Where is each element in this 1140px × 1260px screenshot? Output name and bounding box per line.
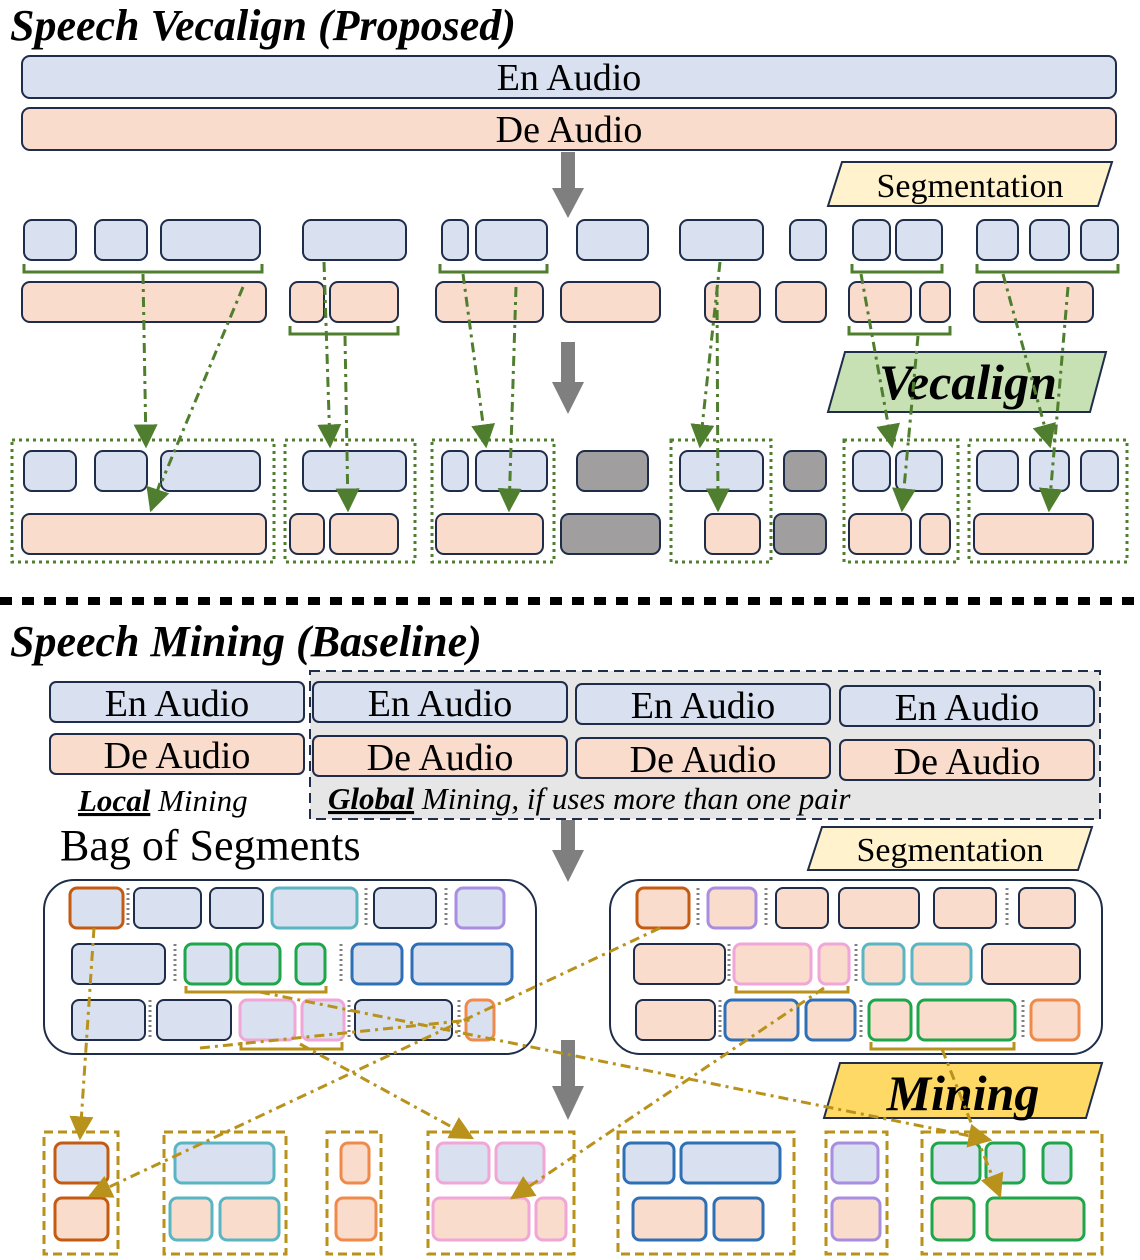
bottom-down-arrow-1-icon	[552, 820, 584, 882]
bottom-segmentation-tag: Segmentation	[806, 826, 1094, 871]
vecalign-tag: Vecalign	[826, 351, 1108, 413]
mined-en-segments	[53, 1141, 1073, 1185]
global-audio-pair-3: En Audio De Audio	[839, 685, 1095, 783]
global-mining-caption: Global Mining, if uses more than one pai…	[328, 781, 851, 816]
bottom-down-arrow-2-icon	[552, 1040, 584, 1120]
svg-text:En Audio: En Audio	[105, 683, 250, 725]
top-unaligned-de-segments	[560, 513, 827, 555]
mining-tag: Mining	[822, 1062, 1104, 1121]
de-bag-segments	[633, 886, 1081, 1042]
bottom-title: Speech Mining (Baseline)	[10, 617, 482, 666]
top-aligned-de-segments	[21, 513, 1094, 555]
svg-text:De Audio: De Audio	[104, 735, 251, 777]
svg-text:En Audio: En Audio	[631, 685, 776, 727]
svg-text:De Audio: De Audio	[630, 739, 777, 781]
top-segmentation-tag: Segmentation	[826, 161, 1114, 207]
svg-text:En Audio: En Audio	[368, 683, 513, 725]
top-en-audio-bar	[21, 55, 1117, 99]
bottom-group-brackets	[184, 986, 1016, 1051]
top-aligned-groups	[10, 438, 1129, 564]
top-de-audio-label: De Audio	[496, 109, 643, 151]
svg-text:Vecalign: Vecalign	[879, 354, 1057, 410]
local-mining-caption: Local Mining	[77, 783, 248, 818]
svg-text:De Audio: De Audio	[367, 737, 514, 779]
bag-separators	[126, 888, 1025, 1040]
global-audio-pair-2: En Audio De Audio	[575, 683, 831, 781]
top-alignment-arrows	[133, 261, 1070, 513]
bag-of-segments-label: Bag of Segments	[60, 821, 361, 870]
local-audio-pair: En Audio De Audio	[49, 681, 305, 777]
en-bag-segments	[68, 886, 514, 1042]
mined-de-segments	[53, 1196, 1086, 1242]
top-en-audio-label: En Audio	[497, 57, 642, 99]
mining-arrows	[69, 926, 1004, 1200]
top-de-segments	[21, 281, 1094, 323]
top-en-segments	[23, 219, 1119, 261]
svg-text:De Audio: De Audio	[894, 741, 1041, 783]
svg-text:Segmentation: Segmentation	[877, 168, 1064, 205]
top-group-brackets	[22, 264, 1120, 336]
top-de-audio-bar	[21, 107, 1117, 151]
svg-text:Mining: Mining	[886, 1065, 1040, 1121]
top-aligned-en-segments	[23, 450, 1119, 492]
svg-text:En Audio: En Audio	[895, 687, 1040, 729]
top-down-arrow-1-icon	[552, 152, 584, 218]
top-unaligned-en-segments	[576, 450, 827, 492]
svg-text:Segmentation: Segmentation	[857, 832, 1044, 869]
global-audio-pair-1: En Audio De Audio	[312, 681, 568, 779]
mined-en-segment-orange	[339, 1141, 371, 1185]
top-down-arrow-2-icon	[552, 342, 584, 414]
top-title: Speech Vecalign (Proposed)	[10, 1, 516, 50]
